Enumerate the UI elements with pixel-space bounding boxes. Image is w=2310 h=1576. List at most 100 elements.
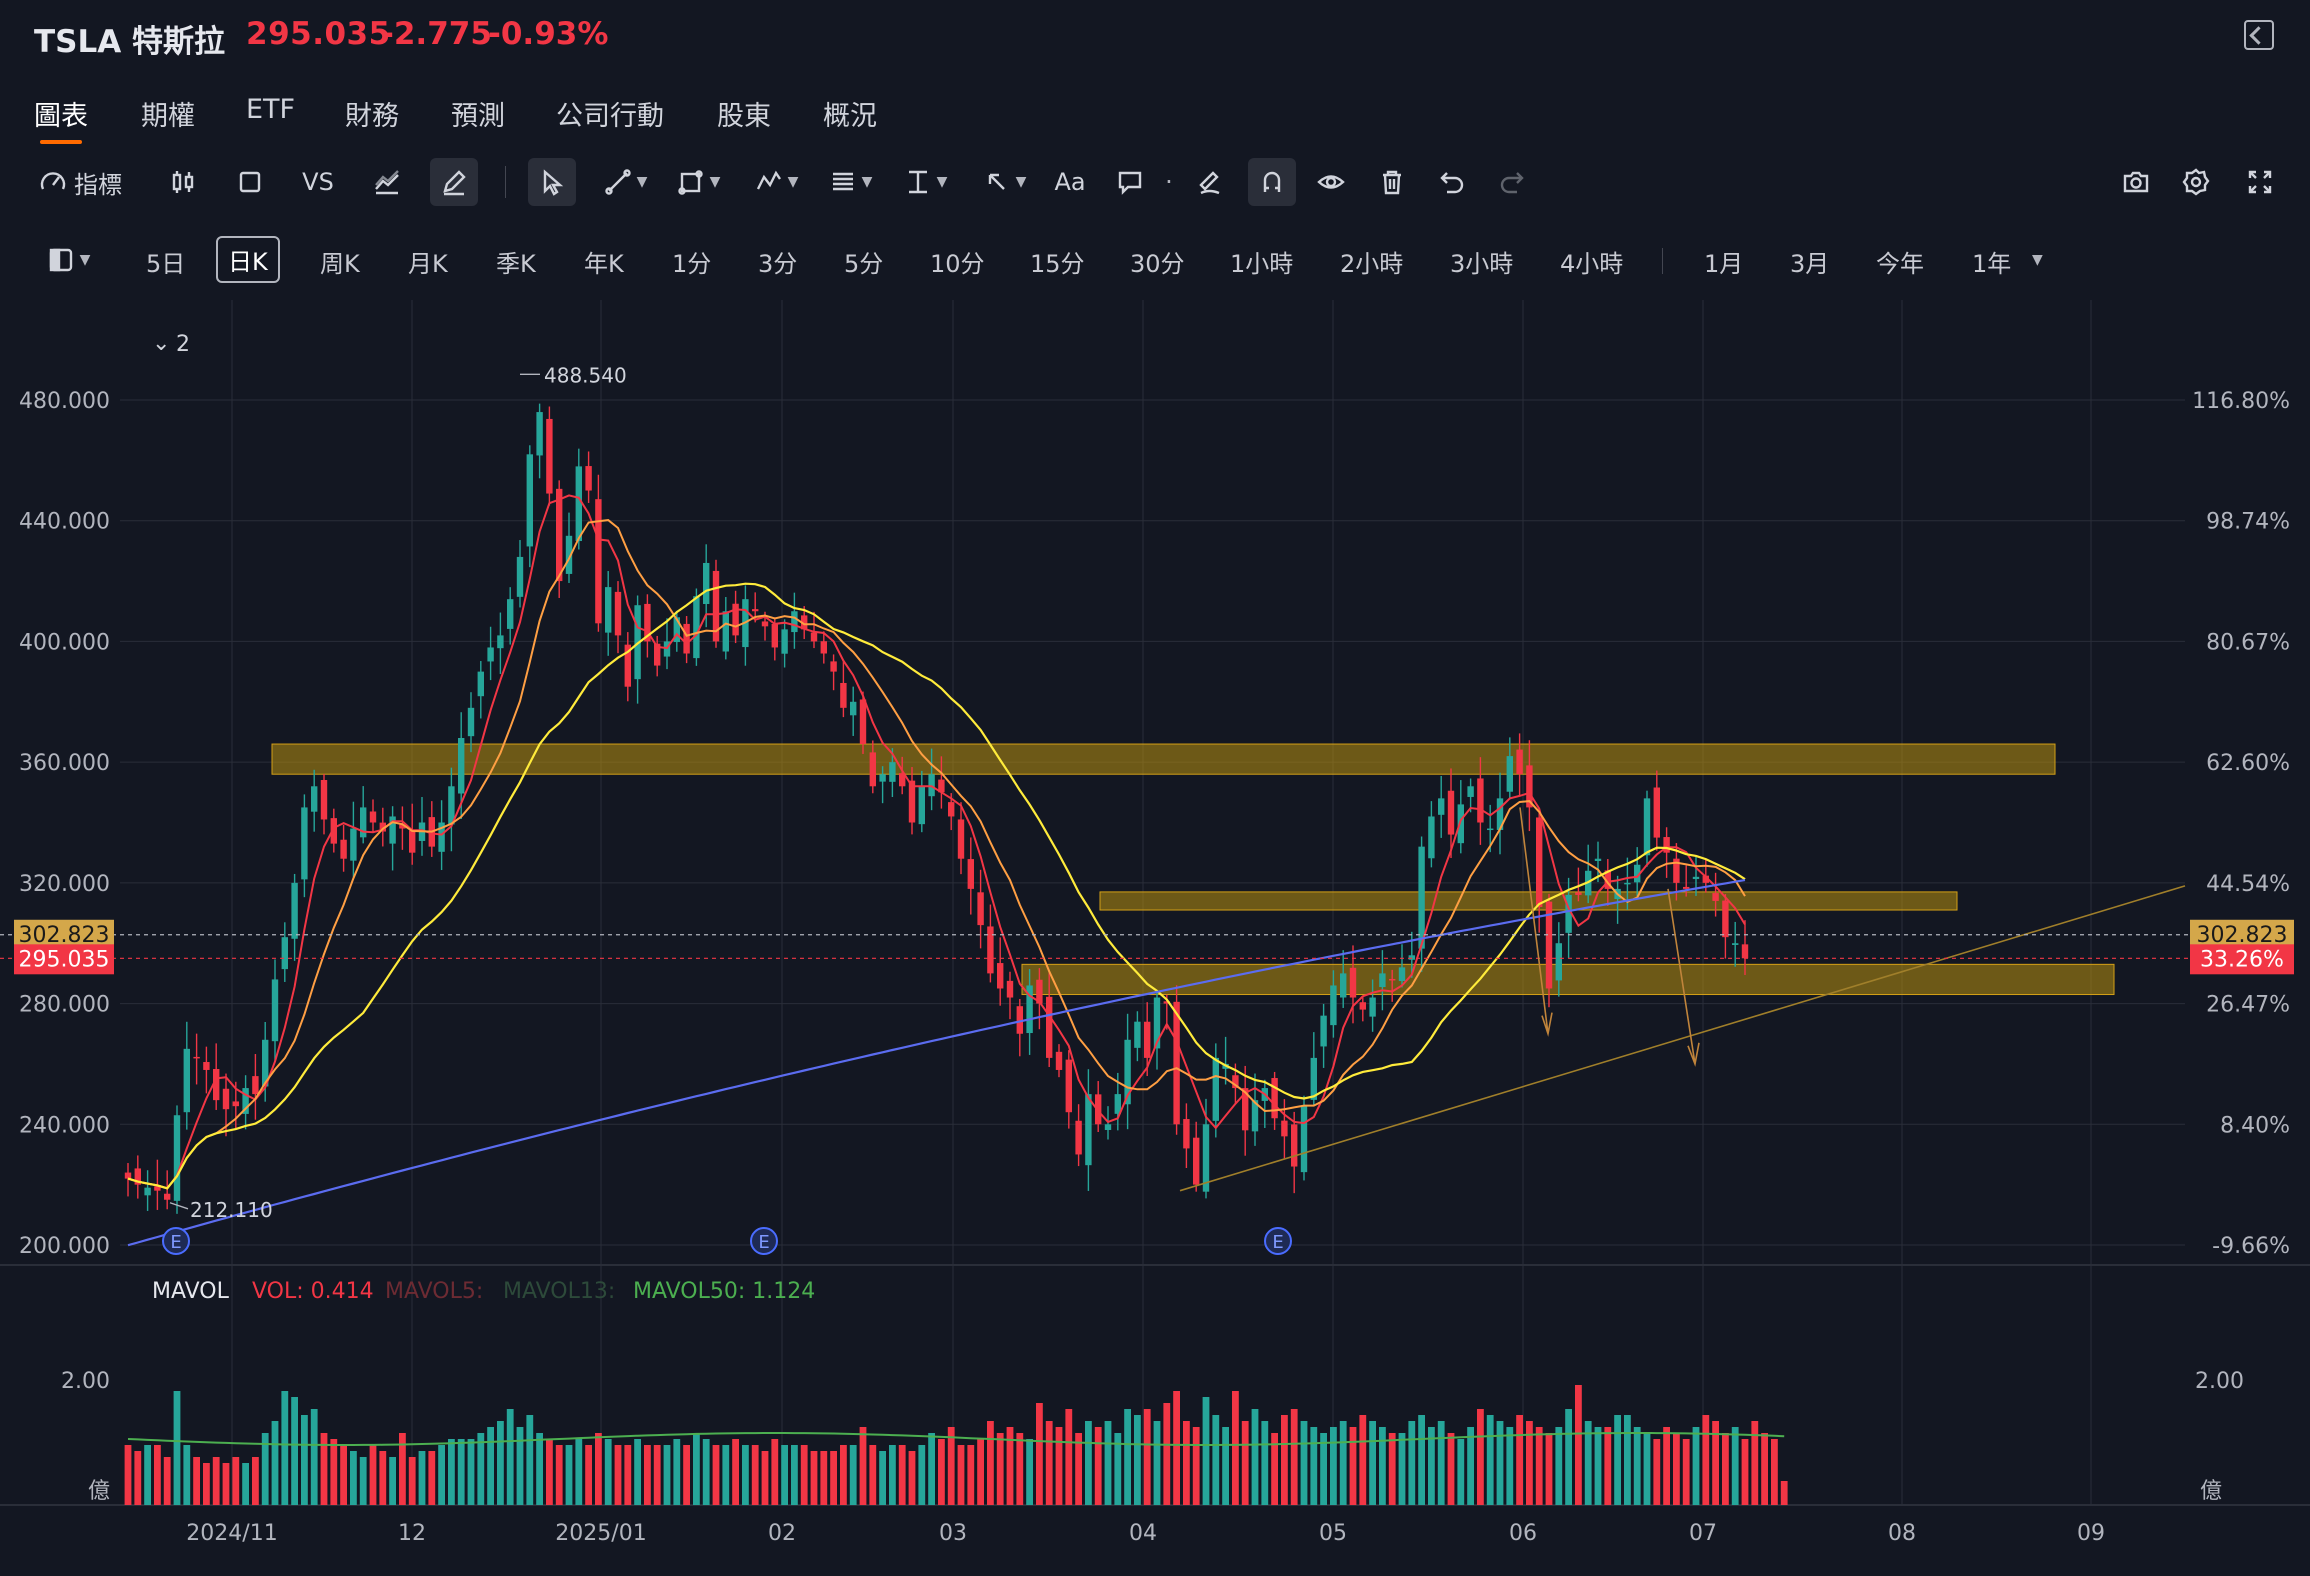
delete-drawings-button[interactable]: [1372, 158, 1412, 206]
volume-bar: [1594, 1427, 1602, 1505]
tf-5d[interactable]: 5日: [146, 250, 186, 278]
volume-bar: [1065, 1409, 1073, 1505]
arrow-tool-button[interactable]: ▼: [974, 158, 1034, 206]
candle-body: [595, 499, 602, 624]
volume-bar: [771, 1439, 779, 1505]
range-ytd[interactable]: 今年: [1876, 250, 1924, 278]
candle-body: [918, 786, 925, 825]
trendline-tool-button[interactable]: ▼: [595, 158, 655, 206]
range-1y[interactable]: 1年: [1972, 250, 2012, 278]
tf-3m[interactable]: 3分: [758, 250, 798, 278]
fib-tool-button[interactable]: ▼: [820, 158, 880, 206]
tab-etf[interactable]: ETF: [246, 94, 296, 125]
screenshot-button[interactable]: [2116, 158, 2156, 206]
tf-15m[interactable]: 15分: [1030, 250, 1085, 278]
tab-chart[interactable]: 圖表: [34, 101, 88, 132]
candle-body: [840, 682, 847, 708]
tab-options[interactable]: 期權: [141, 101, 195, 132]
tab-corporate-actions[interactable]: 公司行動: [556, 101, 664, 132]
volume-bar: [830, 1451, 837, 1505]
tab-overview[interactable]: 概況: [823, 101, 877, 132]
shape-icon: [677, 170, 703, 195]
chart-area[interactable]: 488.540 212.110 E E E 480.000 116.80% 440.000 9…: [0, 300, 2310, 1572]
range-3mo[interactable]: 3月: [1790, 250, 1830, 278]
moving-averages: [127, 494, 1746, 1247]
collapse-panel-icon[interactable]: [2244, 20, 2274, 50]
tf-weekly[interactable]: 周K: [320, 250, 360, 278]
arrow-icon: [988, 173, 1005, 190]
price-chart[interactable]: 488.540 212.110 E E E 480.000 116.80% 440.000 9…: [0, 300, 2310, 1572]
volume-bar: [996, 1433, 1004, 1505]
rectangle-tool-button[interactable]: [230, 158, 270, 206]
tf-2h[interactable]: 2小時: [1340, 250, 1404, 278]
volume-bar: [957, 1445, 965, 1505]
settings-button[interactable]: [2176, 158, 2216, 206]
tf-4h[interactable]: 4小時: [1560, 250, 1624, 278]
tf-30m[interactable]: 30分: [1130, 250, 1185, 278]
fullscreen-button[interactable]: [2240, 158, 2280, 206]
tf-monthly[interactable]: 月K: [408, 250, 448, 278]
candle-body: [1712, 893, 1719, 901]
candle-body: [1202, 1124, 1210, 1192]
tf-5m[interactable]: 5分: [844, 250, 884, 278]
mavol-label: MAVOL: [152, 1279, 230, 1304]
candle-body: [938, 779, 945, 793]
pct-tick: 80.67%: [2206, 630, 2290, 655]
volume-bar: [624, 1445, 632, 1505]
ma5-line: [127, 494, 1746, 1190]
volume-bar: [1398, 1433, 1406, 1505]
measure-tool-button[interactable]: ▼: [895, 158, 955, 206]
volume-bar: [751, 1445, 759, 1505]
undo-button[interactable]: [1432, 158, 1472, 206]
compare-button[interactable]: VS: [302, 168, 334, 196]
candle-body: [1702, 875, 1709, 883]
tab-financials[interactable]: 財務: [345, 101, 399, 132]
brush-tool-button[interactable]: [1190, 158, 1230, 206]
tf-daily[interactable]: 日K: [216, 236, 280, 283]
magnet-button[interactable]: [1248, 158, 1296, 206]
candle-body: [213, 1069, 220, 1101]
candle-body: [1114, 1094, 1121, 1114]
volume-bar: [693, 1433, 700, 1505]
tf-1h[interactable]: 1小時: [1230, 250, 1294, 278]
pattern-tool-button[interactable]: ▼: [746, 158, 806, 206]
volume-bar: [379, 1451, 387, 1505]
candle-style-button[interactable]: [163, 158, 203, 206]
collapse-indicators-chevron[interactable]: ⌄: [152, 331, 170, 356]
chevron-down-icon[interactable]: ▼: [2032, 252, 2043, 268]
tab-forecast[interactable]: 預測: [451, 101, 505, 132]
cursor-tool-button[interactable]: [528, 158, 576, 206]
comment-tool-button[interactable]: [1110, 158, 1150, 206]
volume-bar: [1183, 1421, 1190, 1505]
visibility-button[interactable]: [1311, 158, 1351, 206]
volume-bar: [163, 1457, 171, 1505]
tab-shareholders[interactable]: 股東: [717, 101, 771, 132]
candle-body: [1487, 828, 1494, 831]
volume-bar: [212, 1457, 220, 1505]
text-tool-button[interactable]: Aa: [1054, 168, 1086, 196]
candle-body: [1300, 1106, 1308, 1173]
volume-bar: [908, 1451, 916, 1505]
layout-button[interactable]: ▼: [32, 236, 104, 284]
tf-yearly[interactable]: 年K: [584, 250, 624, 278]
shape-tool-button[interactable]: ▼: [668, 158, 728, 206]
draw-mode-button[interactable]: [430, 158, 478, 206]
volume-bar: [1143, 1409, 1151, 1505]
indicators-button[interactable]: 指標: [32, 158, 128, 206]
candle-body: [203, 1062, 210, 1070]
tf-3h[interactable]: 3小時: [1450, 250, 1514, 278]
chart-type-button[interactable]: [367, 158, 407, 206]
range-1mo[interactable]: 1月: [1704, 250, 1744, 278]
volume-bar: [1477, 1409, 1484, 1505]
candle-body: [830, 661, 837, 672]
tf-10m[interactable]: 10分: [930, 250, 985, 278]
volume-bar: [154, 1445, 161, 1505]
measure-icon: [908, 170, 927, 194]
candle-body: [859, 699, 867, 745]
redo-button[interactable]: [1492, 158, 1532, 206]
volume-bar: [271, 1421, 279, 1505]
volume-bar: [1212, 1415, 1220, 1505]
tf-1m[interactable]: 1分: [672, 250, 712, 278]
volume-bar: [1026, 1439, 1033, 1505]
tf-quarterly[interactable]: 季K: [496, 250, 536, 278]
